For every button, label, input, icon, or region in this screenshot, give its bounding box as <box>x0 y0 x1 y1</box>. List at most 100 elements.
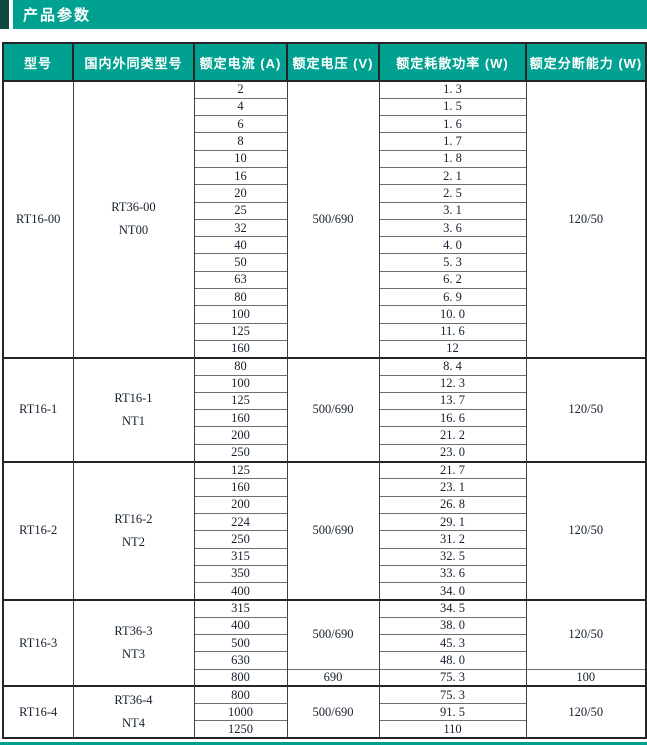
power-cell: 12. 3 <box>378 374 527 393</box>
current-cell: 8 <box>193 132 288 151</box>
power-cell: 2. 5 <box>378 184 527 203</box>
table-row: RT16-00 RT36-00 NT00 2 500/690 1. 3 120/50 <box>2 79 647 358</box>
table-header-row: 型号 国内外同类型号 额定电流 (A) 额定电压 (V) 额定耗散功率 (W) … <box>2 42 647 82</box>
model-cell: RT16-1 <box>2 356 74 462</box>
model-cell: RT16-2 <box>2 460 74 600</box>
equivalent-model-line: RT36-3 <box>114 624 153 639</box>
table-row: 32 3. 6 <box>3 218 646 238</box>
current-cell: 63 <box>193 270 288 290</box>
banner-bar: 产品参数 <box>13 0 647 29</box>
current-cell: 200 <box>193 426 288 445</box>
current-cell: 315 <box>193 598 288 618</box>
table-row: 160 23. 1 <box>3 478 646 497</box>
current-cell: 40 <box>193 236 288 255</box>
power-cell: 13. 7 <box>378 391 527 411</box>
col-header-power: 额定耗散功率 (W) <box>378 42 527 82</box>
power-cell: 1. 3 <box>378 79 527 99</box>
table-row: 400 34. 0 <box>3 582 646 601</box>
current-cell: 16 <box>193 166 288 186</box>
table-row: RT16-1 RT16-1 NT1 80 500/690 8. 4 120/50 <box>2 356 647 462</box>
table-row: 8 1. 7 <box>3 132 646 151</box>
power-cell: 26. 8 <box>378 495 527 514</box>
table-row: 500 45. 3 <box>3 633 646 653</box>
banner-accent-square <box>0 0 9 29</box>
col-header-equivalent: 国内外同类型号 <box>72 42 195 82</box>
voltage-cell: 690 <box>286 668 380 687</box>
current-cell: 125 <box>193 460 288 480</box>
power-cell: 5. 3 <box>378 253 527 272</box>
current-cell: 400 <box>193 582 288 601</box>
voltage-cell: 500/690 <box>286 460 380 600</box>
power-cell: 3. 1 <box>378 201 527 220</box>
power-cell: 2. 1 <box>378 166 527 186</box>
current-cell: 400 <box>193 616 288 636</box>
table-row: 800 690 75. 3 100 <box>3 668 647 687</box>
breaking-cell: 120/50 <box>525 80 647 358</box>
current-cell: 315 <box>193 547 288 566</box>
current-cell: 125 <box>193 391 288 411</box>
power-cell: 75. 3 <box>378 668 527 687</box>
current-cell: 50 <box>193 253 288 272</box>
power-cell: 11. 6 <box>378 322 527 341</box>
current-cell: 250 <box>193 530 288 549</box>
current-cell: 100 <box>193 305 288 324</box>
current-cell: 160 <box>193 339 288 359</box>
power-cell: 6. 9 <box>378 288 527 307</box>
table-row: 63 6. 2 <box>3 270 646 290</box>
table-row: 40 4. 0 <box>3 236 646 255</box>
table-row: 10 1. 8 <box>3 149 646 168</box>
equivalent-model-line: RT36-00 <box>111 200 156 215</box>
equivalent-model-line: NT4 <box>122 716 145 731</box>
current-cell: 80 <box>193 356 288 376</box>
table-row: RT16-3 RT36-3 NT3 315 500/690 34. 5 120/50 <box>2 598 647 687</box>
equivalent-cell: RT36-4 NT4 <box>72 685 195 739</box>
table-row: 160 16. 6 <box>3 409 646 428</box>
table-row: 200 26. 8 <box>3 495 646 514</box>
equivalent-model-line: NT3 <box>122 647 145 662</box>
next-section-edge <box>0 742 647 745</box>
current-cell: 800 <box>193 668 288 687</box>
voltage-cell: 500/690 <box>286 685 380 739</box>
power-cell: 31. 2 <box>378 530 527 549</box>
power-cell: 1. 6 <box>378 115 527 134</box>
model-cell: RT16-4 <box>2 685 74 739</box>
equivalent-cell: RT16-2 NT2 <box>72 460 195 600</box>
power-cell: 16. 6 <box>378 409 527 428</box>
power-cell: 1. 5 <box>378 97 527 117</box>
voltage-cell: 500/690 <box>286 80 380 358</box>
current-cell: 4 <box>193 97 288 117</box>
page-title: 产品参数 <box>23 7 92 24</box>
current-cell: 80 <box>193 288 288 307</box>
current-cell: 160 <box>193 409 288 428</box>
power-cell: 75. 3 <box>378 685 527 705</box>
current-cell: 200 <box>193 495 288 514</box>
power-cell: 1. 7 <box>378 132 527 151</box>
table-row: 125 13. 7 <box>3 391 646 411</box>
voltage-cell: 500/690 <box>286 598 380 670</box>
power-cell: 23. 1 <box>378 478 527 497</box>
power-cell: 6. 2 <box>378 270 527 290</box>
equivalent-model-line: NT2 <box>122 534 145 549</box>
banner-gap <box>9 0 13 29</box>
table-row: 224 29. 1 <box>3 512 646 532</box>
table-row: 25 3. 1 <box>3 201 646 220</box>
breaking-cell: 120/50 <box>525 598 647 670</box>
power-cell: 91. 5 <box>378 703 527 722</box>
table-row: RT16-4 RT36-4 NT4 800 500/690 75. 3 120/50 <box>2 685 647 739</box>
power-cell: 21. 7 <box>378 460 527 480</box>
current-cell: 100 <box>193 374 288 393</box>
col-header-breaking: 额定分断能力 (W) <box>525 42 647 82</box>
model-cell: RT16-00 <box>2 80 74 358</box>
power-cell: 48. 0 <box>378 651 527 670</box>
breaking-cell: 120/50 <box>525 356 647 462</box>
current-cell: 1000 <box>193 703 288 722</box>
col-header-current: 额定电流 (A) <box>193 42 288 82</box>
power-cell: 12 <box>378 339 527 359</box>
current-cell: 10 <box>193 149 288 168</box>
table-row: 250 23. 0 <box>3 443 646 463</box>
power-cell: 110 <box>378 720 527 739</box>
current-cell: 20 <box>193 184 288 203</box>
section-banner: 产品参数 <box>0 0 647 29</box>
power-cell: 4. 0 <box>378 236 527 255</box>
